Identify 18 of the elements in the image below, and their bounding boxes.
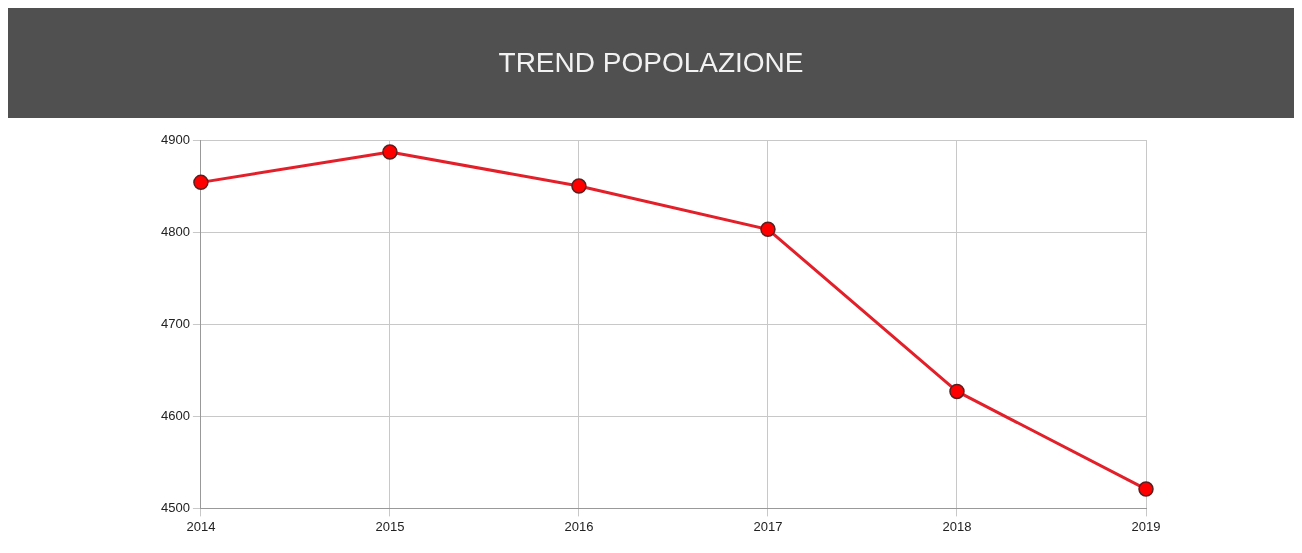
x-tick-label: 2016 bbox=[564, 518, 594, 534]
x-tick-label: 2019 bbox=[1131, 518, 1161, 534]
y-tick-label: 4700 bbox=[161, 315, 190, 331]
x-tick-label: 2015 bbox=[375, 518, 405, 534]
x-tick-label: 2017 bbox=[753, 518, 783, 534]
point bbox=[571, 178, 587, 194]
point bbox=[949, 383, 965, 400]
x-tick-label: 2014 bbox=[186, 518, 216, 534]
y-tick-label: 4900 bbox=[161, 131, 190, 147]
y-tick-label: 4600 bbox=[161, 407, 190, 423]
y-tick-label: 4800 bbox=[161, 223, 190, 239]
point bbox=[760, 221, 776, 238]
y-tick-label: 4500 bbox=[161, 499, 190, 515]
point bbox=[193, 174, 209, 191]
x-tick-label: 2018 bbox=[942, 518, 972, 534]
chart-title: TREND POPOLAZIONE bbox=[498, 47, 804, 79]
point bbox=[1138, 481, 1154, 497]
point bbox=[382, 144, 398, 160]
